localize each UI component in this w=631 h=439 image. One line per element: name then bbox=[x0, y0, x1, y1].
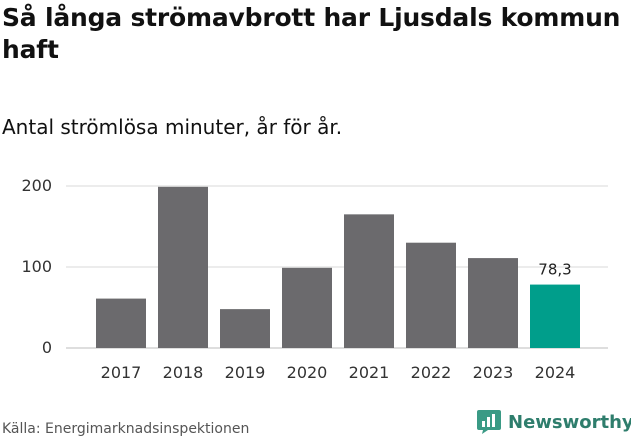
bar-2024 bbox=[530, 284, 580, 348]
bar-chart: 0 100 200 78,3 2017 2018 2019 2020 2021 2022 202… bbox=[21, 176, 608, 382]
x-tick-label: 2024 bbox=[535, 363, 576, 382]
x-tick-label: 2021 bbox=[349, 363, 390, 382]
x-tick-label: 2023 bbox=[473, 363, 514, 382]
x-tick-label: 2019 bbox=[225, 363, 266, 382]
y-tick-label: 0 bbox=[42, 338, 52, 357]
x-axis-ticks: 2017 2018 2019 2020 2021 2022 2023 2024 bbox=[101, 363, 576, 382]
x-tick-label: 2017 bbox=[101, 363, 142, 382]
bar-2021 bbox=[344, 214, 394, 348]
x-tick-label: 2018 bbox=[163, 363, 204, 382]
x-tick-label: 2020 bbox=[287, 363, 328, 382]
data-label-2024: 78,3 bbox=[538, 261, 571, 279]
brand-name: Newsworthy bbox=[508, 412, 631, 433]
y-tick-label: 100 bbox=[21, 257, 52, 276]
chart-subtitle: Antal strömlösa minuter, år för år. bbox=[2, 115, 343, 139]
bar-2019 bbox=[220, 309, 270, 348]
bar-2023 bbox=[468, 258, 518, 348]
bars bbox=[96, 186, 580, 348]
data-labels: 78,3 bbox=[538, 261, 571, 279]
y-axis-ticks: 0 100 200 bbox=[21, 176, 52, 357]
source-note: Källa: Energimarknadsinspektionen bbox=[2, 421, 250, 437]
gridlines bbox=[66, 185, 608, 349]
y-tick-label: 200 bbox=[21, 176, 52, 195]
bar-chart-logo-icon bbox=[476, 408, 502, 438]
x-tick-label: 2022 bbox=[411, 363, 452, 382]
bar-2020 bbox=[282, 267, 332, 348]
bar-2022 bbox=[406, 242, 456, 348]
chart-title: Så långa strömavbrott har Ljusdals kommu… bbox=[2, 3, 621, 64]
bar-2018 bbox=[158, 186, 208, 348]
bar-2017 bbox=[96, 298, 146, 348]
brand: Newsworthy bbox=[476, 408, 631, 438]
